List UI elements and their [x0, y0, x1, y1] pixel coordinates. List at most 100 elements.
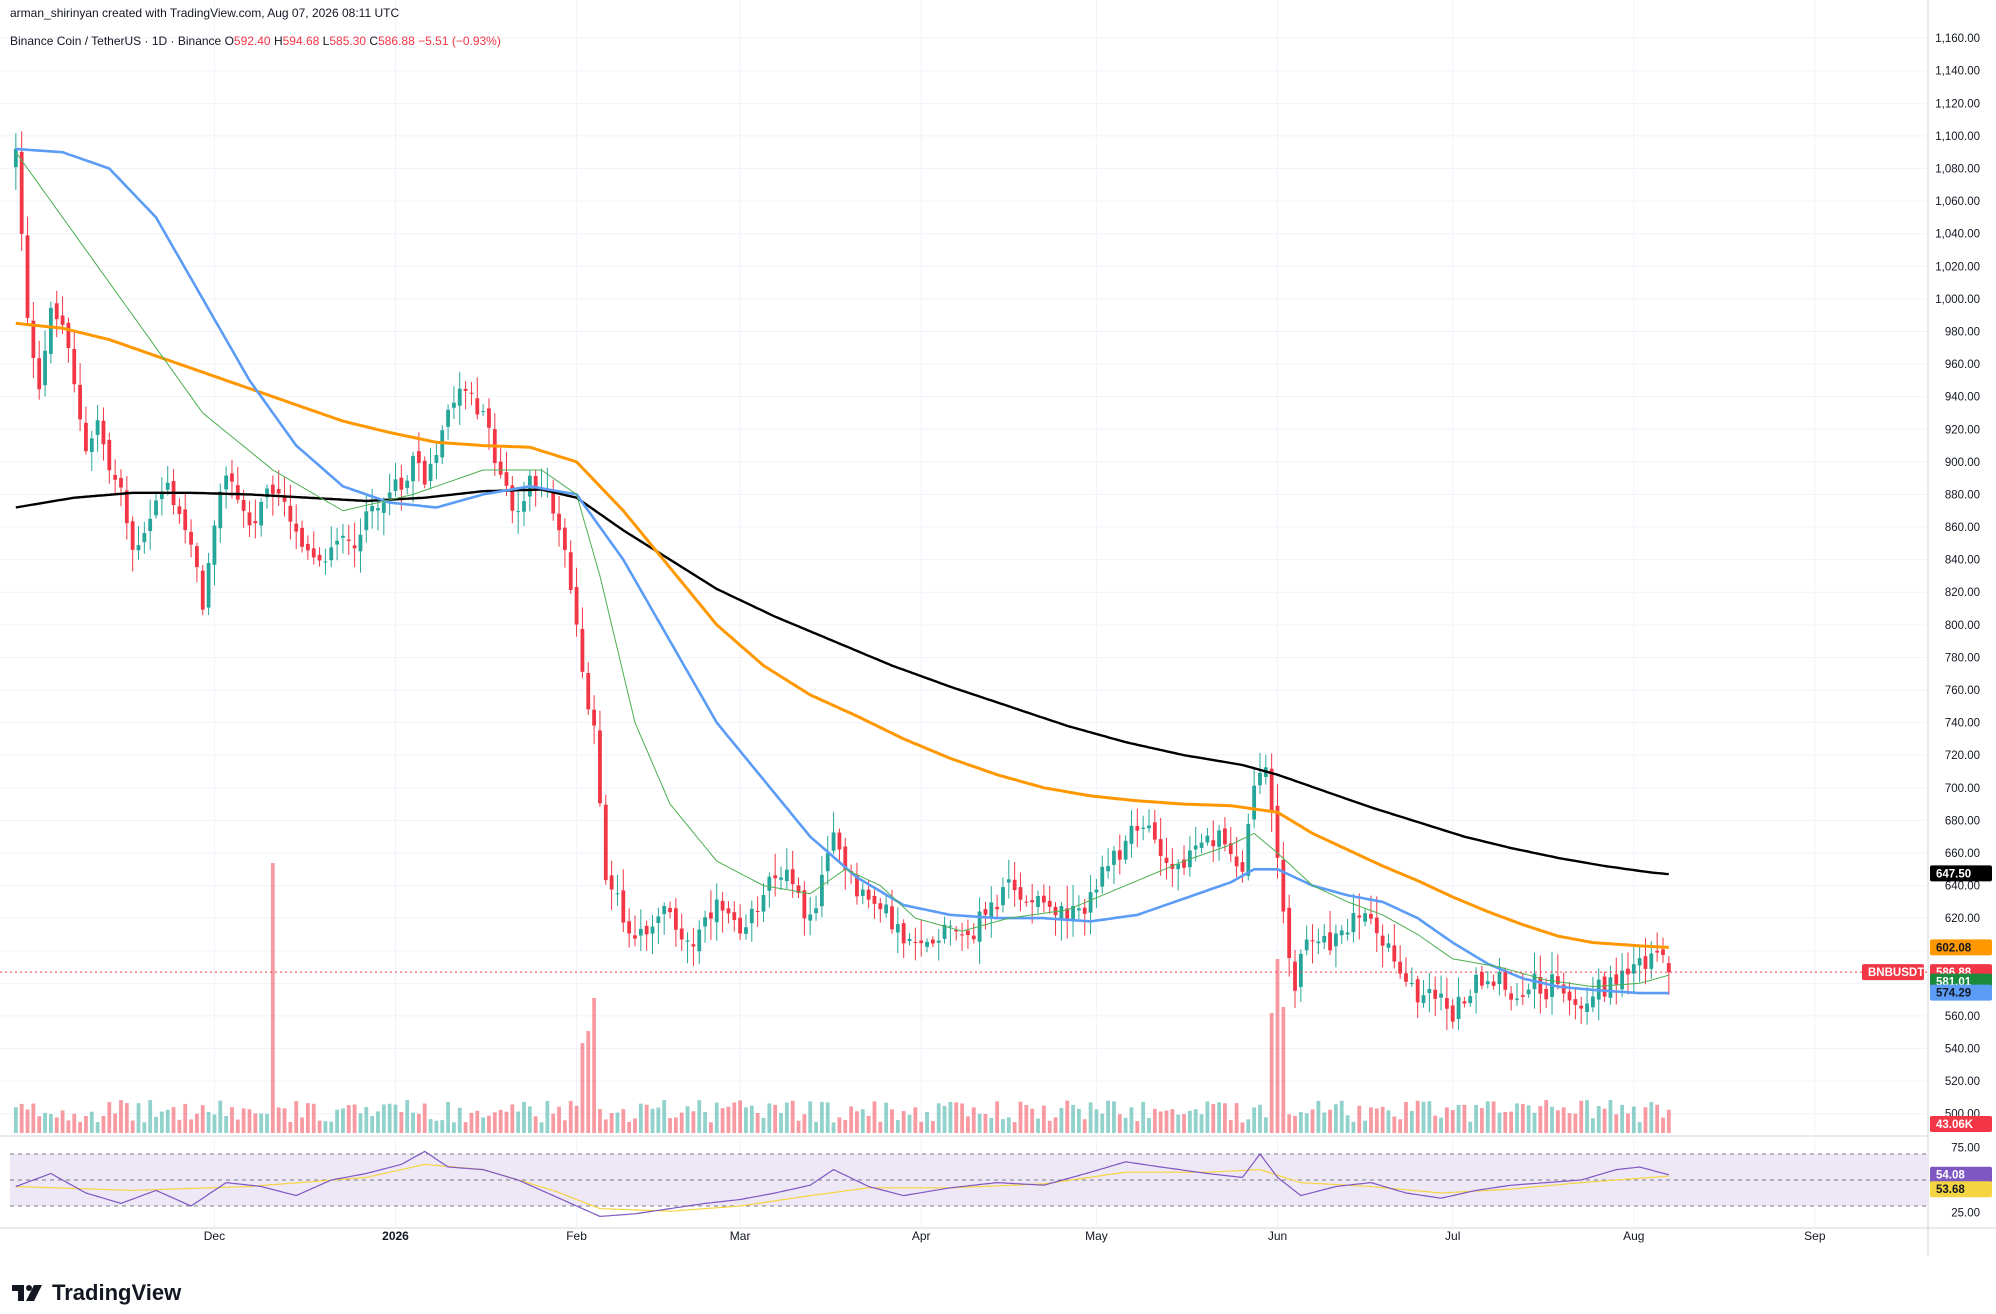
- candle-body: [633, 935, 637, 939]
- candle-body: [697, 929, 702, 952]
- candle-body: [1497, 971, 1502, 985]
- volume-bar: [1246, 1119, 1251, 1133]
- price-tick-label: 640.00: [1945, 881, 1980, 893]
- candle-body: [819, 874, 824, 907]
- candle-body: [259, 501, 264, 526]
- candle-body: [714, 899, 719, 923]
- candle-body: [1246, 823, 1251, 876]
- candle-body: [1275, 805, 1280, 858]
- volume-bar: [709, 1122, 713, 1133]
- candle-body: [790, 869, 795, 885]
- candle-body: [1228, 843, 1233, 855]
- volume-bar: [323, 1121, 328, 1133]
- volume-bar: [1036, 1118, 1040, 1133]
- candle-body: [1182, 859, 1186, 868]
- ma-fast-line: [15, 151, 1669, 988]
- candle-body: [1404, 973, 1408, 982]
- candle-body: [948, 925, 953, 927]
- volume-bar: [703, 1111, 707, 1133]
- candle-body: [1462, 1001, 1467, 1004]
- candle-body: [189, 531, 193, 545]
- volume-bar: [539, 1122, 544, 1133]
- volume-bar: [422, 1103, 427, 1133]
- volume-bar: [31, 1103, 36, 1133]
- volume-bar: [627, 1121, 632, 1133]
- volume-bar: [54, 1117, 59, 1133]
- volume-bar: [66, 1120, 71, 1133]
- volume-bar: [1579, 1100, 1584, 1133]
- candle-body: [37, 358, 42, 390]
- volume-bar: [95, 1122, 100, 1133]
- candle-body: [1351, 913, 1356, 933]
- candle-body: [1444, 998, 1449, 1009]
- volume-bar: [195, 1113, 199, 1133]
- volume-bar: [837, 1117, 842, 1133]
- volume-bar: [884, 1102, 889, 1133]
- candle-body: [1223, 828, 1227, 845]
- candle-body: [212, 525, 217, 565]
- volume-bar: [1217, 1102, 1221, 1133]
- price-tick-label: 940.00: [1945, 392, 1980, 404]
- candle-body: [627, 921, 632, 934]
- volume-bar: [1088, 1102, 1093, 1133]
- price-badges: 647.50602.08586.8815:48:29581.01574.29BN…: [1862, 865, 1992, 1198]
- volume-bar: [457, 1107, 462, 1133]
- volume-bar: [294, 1101, 299, 1133]
- candle-body: [376, 508, 380, 511]
- candle-body: [270, 484, 275, 494]
- candle-body: [1503, 971, 1508, 990]
- candle-body: [586, 673, 591, 710]
- volume-bar: [621, 1108, 626, 1133]
- candle-body: [393, 479, 398, 492]
- volume-bar: [1334, 1104, 1338, 1133]
- candle-body: [1211, 840, 1216, 847]
- candle-body: [1538, 976, 1543, 994]
- candle-body: [1649, 953, 1654, 969]
- candle-body: [1094, 889, 1099, 893]
- volume-bar: [1602, 1108, 1607, 1133]
- candle-body: [1515, 998, 1519, 1000]
- open-label: O: [224, 34, 234, 48]
- volume-bar: [954, 1102, 959, 1133]
- volume-bar: [317, 1120, 322, 1133]
- volume-bar: [1001, 1119, 1005, 1133]
- tradingview-logo[interactable]: TradingView: [12, 1280, 181, 1306]
- candle-body: [796, 885, 801, 894]
- volume-bar: [1135, 1121, 1140, 1133]
- candle-body: [831, 832, 836, 851]
- candle-body: [1579, 1005, 1584, 1009]
- volume-bar: [1006, 1117, 1011, 1133]
- volume-bar: [43, 1112, 47, 1133]
- symbol-label[interactable]: Binance Coin / TetherUS · 1D · Binance: [10, 34, 222, 48]
- candle-body: [1258, 772, 1262, 786]
- price-tick-label: 980.00: [1945, 326, 1980, 338]
- time-tick-label: Aug: [1623, 1229, 1644, 1243]
- symbol-tag: [1862, 964, 1924, 981]
- candle-body: [767, 876, 772, 891]
- volume-bar: [311, 1103, 316, 1133]
- candle-body: [475, 398, 480, 415]
- candle-body: [744, 927, 748, 934]
- candle-body: [872, 895, 877, 904]
- price-tick-label: 900.00: [1945, 457, 1980, 469]
- volume-bar: [346, 1105, 351, 1133]
- volume-bar: [673, 1117, 678, 1133]
- volume-bar: [960, 1103, 964, 1133]
- volume-bar: [1152, 1108, 1157, 1133]
- volume-bar: [159, 1111, 164, 1133]
- candle-body: [814, 908, 818, 914]
- candle-body: [1036, 896, 1040, 907]
- candle-body: [1240, 862, 1245, 872]
- candle-body: [1053, 906, 1058, 916]
- candle-body: [1456, 996, 1461, 1019]
- candle-body: [1269, 768, 1274, 811]
- candle-body: [48, 307, 53, 354]
- volume-bar: [767, 1103, 772, 1133]
- volume-bar: [580, 1043, 585, 1133]
- volume-bar: [557, 1106, 561, 1133]
- volume-bar: [679, 1112, 684, 1133]
- candle-body: [119, 477, 123, 488]
- candle-body: [1555, 976, 1560, 985]
- volume-bar: [1649, 1102, 1654, 1133]
